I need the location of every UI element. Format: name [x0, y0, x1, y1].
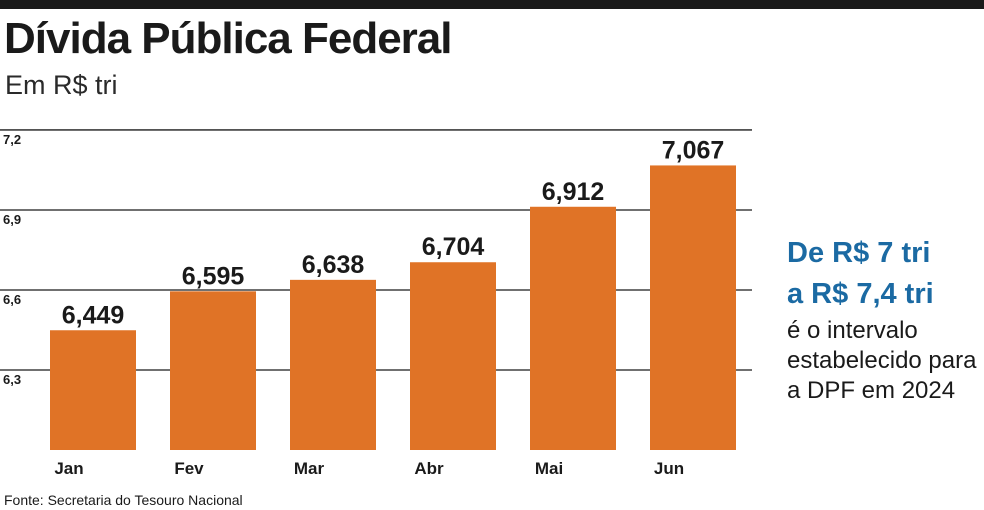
x-tick-label: Mar [294, 459, 325, 478]
bar-chart: 6,449 6,595 6,638 6,704 6,912 7,067 6,3 6,6 6,9… [0, 129, 752, 478]
y-axis-ticks: 6,3 6,6 6,9 7,2 [3, 132, 21, 387]
bar [290, 279, 376, 450]
data-label: 6,638 [302, 251, 365, 279]
side-note: De R$ 7 tri a R$ 7,4 tri é o intervalo e… [787, 233, 982, 406]
bars [50, 165, 736, 450]
x-tick-label: Fev [174, 459, 204, 478]
source-note: Fonte: Secretaria do Tesouro Nacional [4, 492, 243, 508]
bar [530, 206, 616, 450]
top-rule [0, 0, 984, 9]
y-tick-label: 6,6 [3, 292, 21, 307]
note-body: é o intervalo estabelecido para a DPF em… [787, 317, 977, 404]
data-label: 6,595 [182, 262, 245, 290]
note-highlight-line1: De R$ 7 tri [787, 237, 931, 269]
x-tick-label: Abr [414, 459, 444, 478]
y-tick-label: 6,3 [3, 372, 21, 387]
y-tick-label: 7,2 [3, 132, 21, 147]
x-axis-ticks: Jan Fev Mar Abr Mai Jun [54, 459, 684, 478]
chart-subtitle: Em R$ tri [5, 70, 118, 100]
x-tick-label: Jun [654, 459, 684, 478]
chart-title: Dívida Pública Federal [4, 14, 452, 63]
x-tick-label: Jan [54, 459, 83, 478]
y-tick-label: 6,9 [3, 212, 21, 227]
bar [410, 262, 496, 450]
bar [650, 165, 736, 450]
data-labels: 6,449 6,595 6,638 6,704 6,912 7,067 [62, 136, 725, 329]
data-label: 6,449 [62, 301, 125, 329]
data-label: 7,067 [662, 136, 725, 164]
bar [50, 330, 136, 450]
x-tick-label: Mai [535, 459, 563, 478]
data-label: 6,704 [422, 233, 485, 261]
data-label: 6,912 [542, 178, 605, 206]
bar [170, 291, 256, 450]
note-highlight-line2: a R$ 7,4 tri [787, 278, 934, 310]
